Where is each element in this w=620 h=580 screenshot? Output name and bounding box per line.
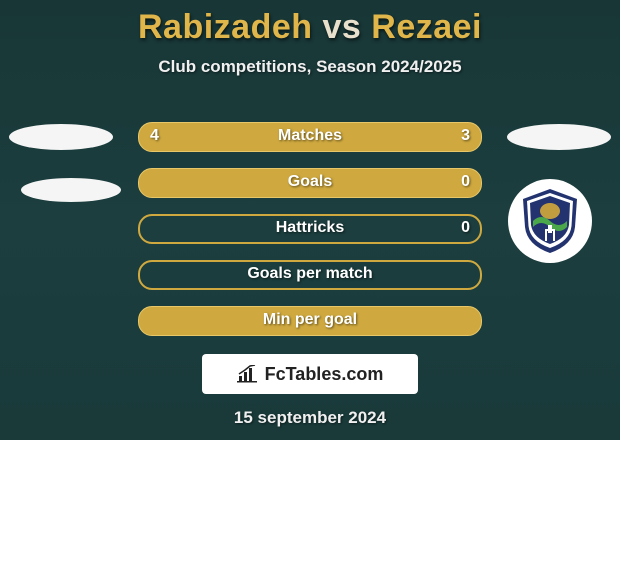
stat-label: Min per goal bbox=[138, 311, 482, 329]
comparison-card: Rabizadeh vs Rezaei Club competitions, S… bbox=[0, 0, 620, 440]
stat-row: Hattricks0 bbox=[138, 214, 482, 244]
comparison-title: Rabizadeh vs Rezaei bbox=[0, 0, 620, 47]
stat-label: Hattricks bbox=[138, 219, 482, 237]
stat-value-left: 4 bbox=[150, 127, 159, 145]
brand-chart-icon bbox=[237, 365, 259, 383]
vs-label: vs bbox=[322, 8, 361, 46]
stat-label: Goals bbox=[138, 173, 482, 191]
player2-club-badge bbox=[508, 179, 592, 263]
date-label: 15 september 2024 bbox=[0, 408, 620, 428]
player2-name: Rezaei bbox=[371, 8, 482, 46]
player1-avatar-placeholder bbox=[9, 124, 113, 150]
player1-club-placeholder bbox=[21, 178, 121, 202]
stat-row: Min per goal bbox=[138, 306, 482, 336]
stat-label: Goals per match bbox=[138, 265, 482, 283]
player2-avatar-placeholder bbox=[507, 124, 611, 150]
season-subtitle: Club competitions, Season 2024/2025 bbox=[0, 57, 620, 77]
club-crest-icon bbox=[519, 187, 581, 255]
player1-name: Rabizadeh bbox=[138, 8, 313, 46]
stat-row: Goals per match bbox=[138, 260, 482, 290]
brand-text: FcTables.com bbox=[265, 364, 384, 385]
card-bottom-whitespace bbox=[0, 440, 620, 580]
stat-value-right: 0 bbox=[461, 219, 470, 237]
stat-label: Matches bbox=[138, 127, 482, 145]
brand-box: FcTables.com bbox=[202, 354, 418, 394]
stat-row: Matches4 3 bbox=[138, 122, 482, 152]
stat-value-right: 0 bbox=[461, 173, 470, 191]
stat-value-right: 3 bbox=[461, 127, 470, 145]
stats-container: Matches43Goals0Hattricks0Goals per match… bbox=[138, 122, 482, 352]
stat-row: Goals0 bbox=[138, 168, 482, 198]
